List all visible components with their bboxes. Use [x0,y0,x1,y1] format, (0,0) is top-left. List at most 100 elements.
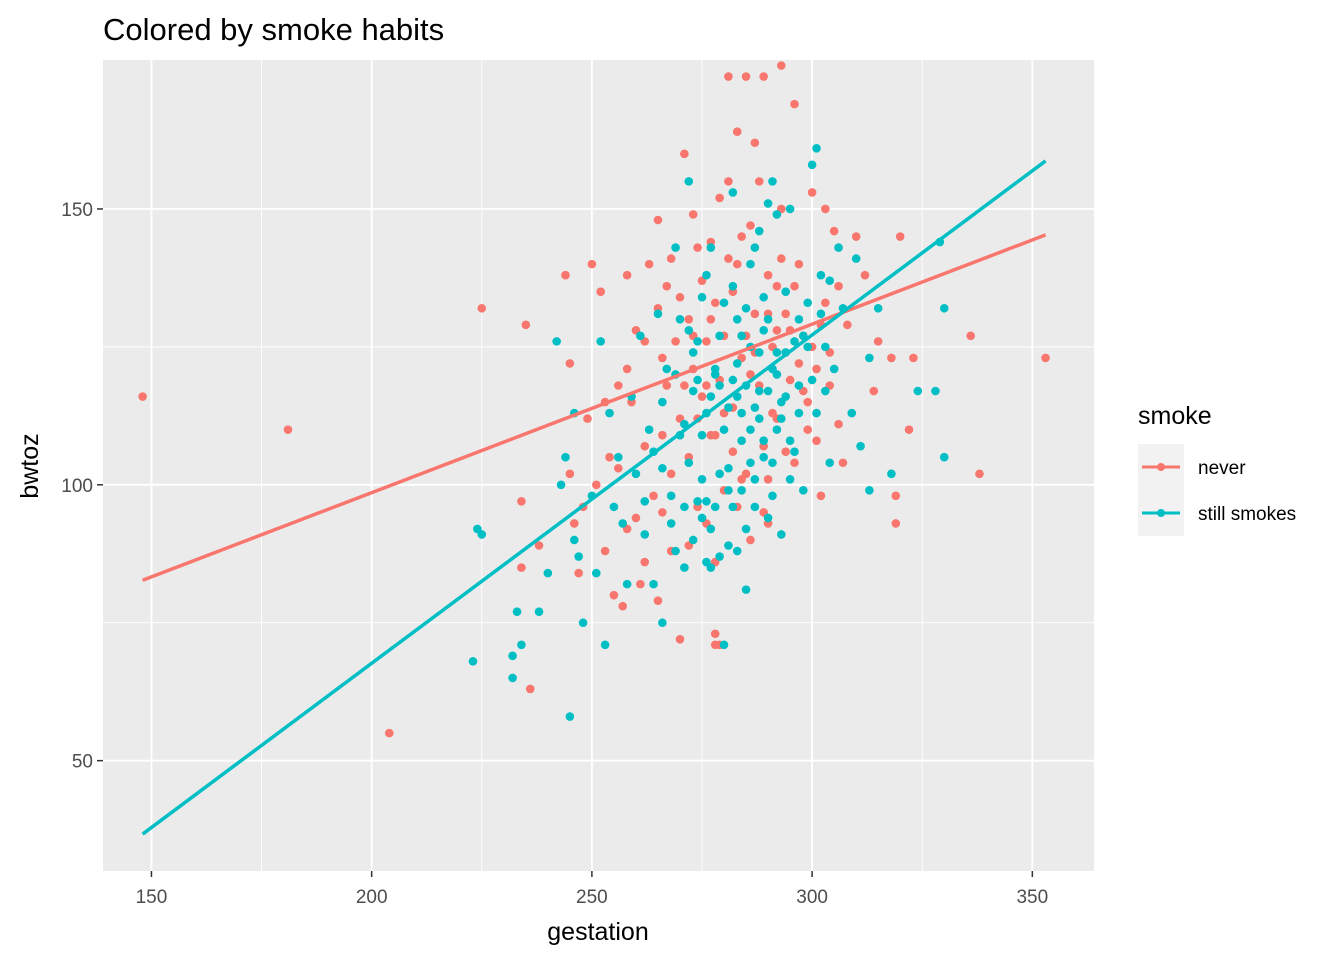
point-never [750,309,760,319]
point-still-smokes [477,530,487,539]
point-still-smokes [763,314,773,324]
point-still-smokes [724,463,733,473]
legend: smoke never still smokes [1138,402,1296,536]
point-never [684,314,694,324]
point-still-smokes [851,254,861,263]
point-never [794,359,804,368]
point-still-smokes [702,270,711,280]
point-never [662,281,672,291]
point-still-smokes [732,314,742,324]
point-never [746,535,755,545]
point-still-smokes [772,425,782,434]
point-still-smokes [913,386,923,396]
point-never [869,386,879,396]
point-never [737,474,746,484]
point-still-smokes [644,425,654,434]
legend-label-never: never [1198,458,1246,479]
x-axis-label: gestation [547,918,648,946]
point-still-smokes [719,425,729,434]
point-never [891,491,901,501]
point-still-smokes [732,359,742,368]
point-still-smokes [812,408,821,418]
point-still-smokes [636,331,645,341]
y-axis-label: bwtoz [16,433,44,498]
data-points [138,61,1050,738]
point-never [887,353,896,363]
point-still-smokes [508,651,517,661]
point-still-smokes [710,364,720,374]
point-still-smokes [741,585,751,594]
point-still-smokes [873,303,883,313]
point-never [737,232,746,241]
point-never [746,370,755,379]
point-never [834,419,843,429]
point-still-smokes [807,375,817,385]
point-still-smokes [812,143,821,153]
trend-lines [141,159,1047,836]
point-still-smokes [803,342,813,352]
trend-line-never [142,233,1047,582]
point-still-smokes [785,204,795,214]
point-still-smokes [605,408,614,418]
point-still-smokes [688,348,698,357]
point-still-smokes [768,458,777,468]
point-never [781,309,790,319]
point-never [569,519,579,528]
point-still-smokes [719,640,729,650]
point-still-smokes [887,469,896,479]
point-never [873,337,883,346]
point-never [697,392,707,401]
x-axis: 150 200 250 300 350 [136,871,1048,908]
point-still-smokes [569,535,579,545]
point-never [785,375,795,385]
point-never [706,314,716,324]
point-never [680,149,689,159]
point-still-smokes [671,243,680,252]
point-still-smokes [675,314,685,324]
point-never [754,177,764,186]
point-still-smokes [706,243,716,252]
point-never [671,337,680,346]
point-still-smokes [710,502,720,512]
point-still-smokes [697,513,707,523]
point-still-smokes [865,353,874,363]
point-never [614,463,623,473]
point-never [534,541,544,550]
point-still-smokes [684,177,694,186]
point-still-smokes [671,546,680,556]
point-still-smokes [614,452,623,462]
y-tick-label: 50 [72,752,93,773]
point-still-smokes [512,607,522,617]
point-never [781,447,790,457]
point-still-smokes [715,331,724,341]
point-still-smokes [732,546,742,556]
point-still-smokes [719,298,729,308]
point-still-smokes [688,535,698,545]
point-still-smokes [666,519,676,528]
point-still-smokes [825,458,835,468]
point-never [728,447,738,457]
point-still-smokes [706,392,716,401]
point-still-smokes [737,408,746,418]
point-never [477,303,487,313]
point-never [609,590,619,600]
point-never [517,497,526,506]
point-never [772,281,782,291]
y-axis: 50 100 150 [61,200,103,773]
point-never [517,563,526,572]
point-never [622,270,632,280]
point-never [565,469,575,479]
point-still-smokes [816,309,826,319]
point-still-smokes [790,447,799,457]
point-never [640,557,650,567]
point-still-smokes [662,364,672,374]
point-still-smokes [534,607,544,617]
point-never [680,381,689,390]
point-still-smokes [640,497,650,506]
point-still-smokes [680,419,689,429]
x-tick-label: 300 [796,887,828,908]
point-still-smokes [829,364,839,374]
point-still-smokes [759,326,768,335]
point-never [605,452,614,462]
